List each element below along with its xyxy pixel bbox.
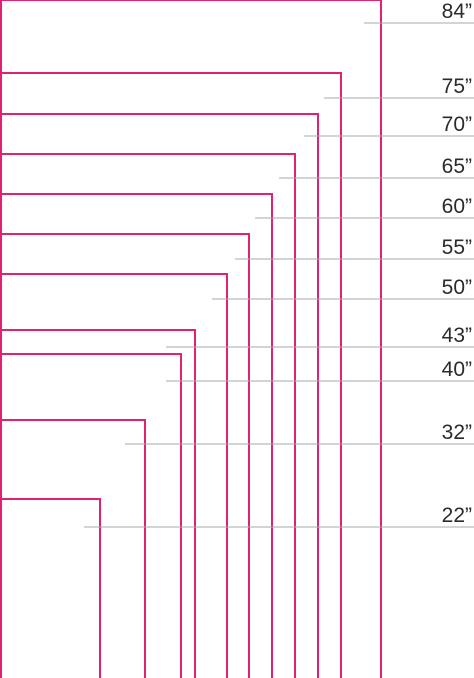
size-label-84: 84”	[442, 0, 472, 23]
screen-outline-55	[0, 233, 250, 678]
screen-outline-60	[0, 193, 273, 678]
screen-outline-40	[0, 353, 182, 678]
screen-outline-70	[0, 113, 319, 678]
screen-outline-32	[0, 419, 146, 678]
size-label-22: 22”	[442, 504, 472, 527]
screen-outline-84	[0, 0, 382, 678]
size-label-55: 55”	[442, 236, 472, 259]
size-label-40: 40”	[442, 358, 472, 381]
size-label-60: 60”	[442, 195, 472, 218]
screen-outline-22	[0, 498, 101, 678]
size-label-70: 70”	[442, 113, 472, 136]
size-label-32: 32”	[442, 421, 472, 444]
screen-outline-43	[0, 329, 196, 678]
screen-outline-75	[0, 72, 342, 678]
screen-outline-50	[0, 273, 228, 678]
size-label-50: 50”	[442, 276, 472, 299]
size-label-75: 75”	[442, 75, 472, 98]
size-label-43: 43”	[442, 324, 472, 347]
size-label-65: 65”	[442, 155, 472, 178]
screen-outline-65	[0, 153, 296, 678]
